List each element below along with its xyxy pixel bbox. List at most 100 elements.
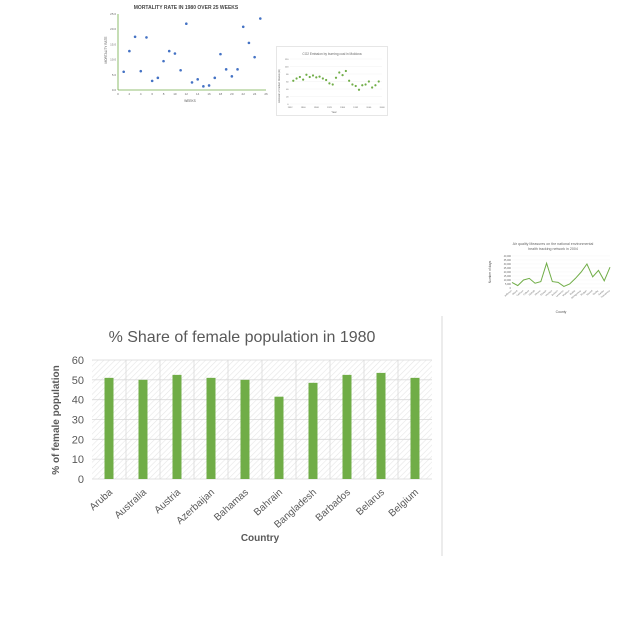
airquality-xtick-label: Mobile — [570, 290, 577, 296]
co2-xtick-label: 1976 — [327, 107, 333, 109]
mortality-xtick-label: 20 — [230, 92, 234, 96]
airquality-xtick-label: Elmore — [534, 289, 542, 296]
co2-point — [334, 76, 338, 79]
mortality-point — [122, 70, 125, 74]
mortality-point — [224, 68, 228, 71]
female-chart-svg: % Share of female population in 1980 % o… — [51, 316, 443, 556]
mortality-point — [236, 68, 239, 71]
mortality-chart: MORTALITY RATE IN 1980 OVER 25 WEEKS MOR… — [100, 0, 270, 110]
airquality-xtick-label: Morgan — [580, 289, 588, 297]
co2-title: CO2 Emission by burning coal in Moldova — [302, 52, 361, 56]
co2-xtick-label: 1992 — [353, 107, 359, 109]
mortality-ytick-label: 0.0 — [112, 88, 117, 92]
airquality-xtick-label: Montgomery — [571, 289, 583, 300]
mortality-ytick-label: 20.0 — [110, 27, 116, 31]
co2-xtick-label: 1960 — [301, 107, 307, 109]
female-chart: % Share of female population in 1980 % o… — [40, 316, 445, 556]
mortality-point — [213, 76, 217, 80]
female-xtick-label: Australia — [113, 487, 150, 522]
co2-point — [344, 69, 347, 73]
co2-point — [331, 83, 334, 86]
mortality-xtick-label: 22 — [242, 92, 246, 96]
co2-xtick-label: 1984 — [340, 107, 346, 109]
co2-point — [295, 77, 298, 80]
mortality-ylabel: MORTALITY RATE — [104, 36, 108, 63]
co2-xtick-label: 1968 — [314, 107, 320, 109]
mortality-xtick-label: 0 — [117, 92, 119, 96]
airquality-chart-svg: Air quality Measures on the national env… — [488, 242, 611, 314]
airquality-ytick-label: 25,000 — [504, 267, 512, 270]
female-xtick-label: Austria — [153, 487, 184, 516]
female-bar — [376, 372, 386, 479]
mortality-xtick-label: 18 — [219, 92, 223, 96]
airquality-xtick-label: Russell — [587, 290, 594, 296]
co2-ytick-label: 60 — [286, 81, 289, 83]
mortality-xtick-label: 24 — [253, 92, 257, 96]
mortality-xtick-label: 4 — [140, 92, 142, 96]
female-bar — [206, 377, 216, 479]
mortality-title: MORTALITY RATE IN 1980 OVER 25 WEEKS — [134, 5, 239, 11]
mortality-point — [253, 55, 256, 59]
mortality-point — [173, 52, 177, 55]
mortality-xtick-label: 10 — [173, 92, 177, 96]
co2-point — [341, 74, 344, 77]
co2-chart: CO2 Emission by burning coal in Moldova … — [276, 46, 388, 116]
female-bar — [410, 377, 420, 479]
female-xtick-label: Barbados — [314, 487, 353, 524]
mortality-point — [196, 78, 199, 81]
airquality-ylabel: Number of days — [488, 260, 492, 283]
co2-point — [315, 76, 318, 79]
female-ylabel: % of female population — [51, 365, 62, 474]
airquality-xtick-label: Etowah — [540, 289, 548, 296]
airquality-xtick-label: Shelby — [593, 290, 600, 296]
co2-ytick-label: 20 — [286, 96, 289, 98]
airquality-xtick-label: Lawrence — [555, 289, 565, 298]
co2-chart-svg: CO2 Emission by burning coal in Moldova … — [276, 46, 388, 116]
co2-point — [371, 86, 374, 89]
co2-point — [361, 84, 364, 87]
mortality-point — [247, 41, 251, 45]
airquality-xtick-label: DeKalb — [529, 290, 536, 297]
mortality-ytick-label: 10.0 — [110, 58, 116, 62]
mortality-xtick-label: 14 — [196, 92, 200, 96]
female-bar — [308, 382, 318, 479]
mortality-xtick-label: 12 — [185, 92, 189, 96]
female-ytick-label: 60 — [72, 355, 84, 367]
co2-point — [374, 84, 377, 87]
co2-point — [305, 73, 308, 76]
airquality-ytick-label: 15,000 — [504, 275, 512, 278]
airquality-xtick-label: Jackson — [551, 290, 559, 297]
airquality-xtick-label: Tuscaloosa — [601, 290, 611, 299]
co2-point — [302, 78, 305, 81]
female-bar — [172, 374, 182, 479]
mortality-point — [145, 36, 148, 39]
co2-point — [325, 78, 328, 82]
female-ytick-label: 10 — [72, 454, 84, 466]
co2-point — [328, 82, 331, 85]
airquality-xtick-label: Madison — [563, 290, 571, 297]
co2-point — [292, 79, 295, 82]
co2-point — [367, 80, 370, 83]
co2-point — [357, 88, 361, 91]
mortality-ytick-label: 15.0 — [110, 42, 116, 46]
airquality-ytick-label: 40,000 — [504, 255, 512, 258]
co2-point — [338, 71, 341, 74]
mortality-chart-svg: MORTALITY RATE IN 1980 OVER 25 WEEKS MOR… — [104, 5, 268, 103]
airquality-ytick-label: 35,000 — [504, 259, 512, 262]
mortality-point — [259, 17, 262, 20]
co2-point — [298, 75, 301, 79]
mortality-xtick-label: 6 — [151, 92, 153, 96]
female-bar — [138, 379, 148, 479]
mortality-point — [156, 76, 160, 80]
co2-ytick-label: 100 — [285, 66, 289, 68]
co2-point — [354, 84, 357, 88]
co2-point — [348, 79, 351, 82]
co2-xtick-label: 1952 — [288, 107, 294, 109]
airquality-series-line — [511, 261, 611, 287]
mortality-xtick-label: 26 — [264, 92, 268, 96]
airquality-xtick-label: Sumter — [598, 289, 606, 296]
airquality-xlabel: County — [556, 310, 567, 314]
mortality-xtick-label: 16 — [207, 92, 211, 96]
mortality-ytick-label: 5.0 — [112, 73, 117, 77]
female-xtick-label: Belgium — [387, 487, 421, 519]
